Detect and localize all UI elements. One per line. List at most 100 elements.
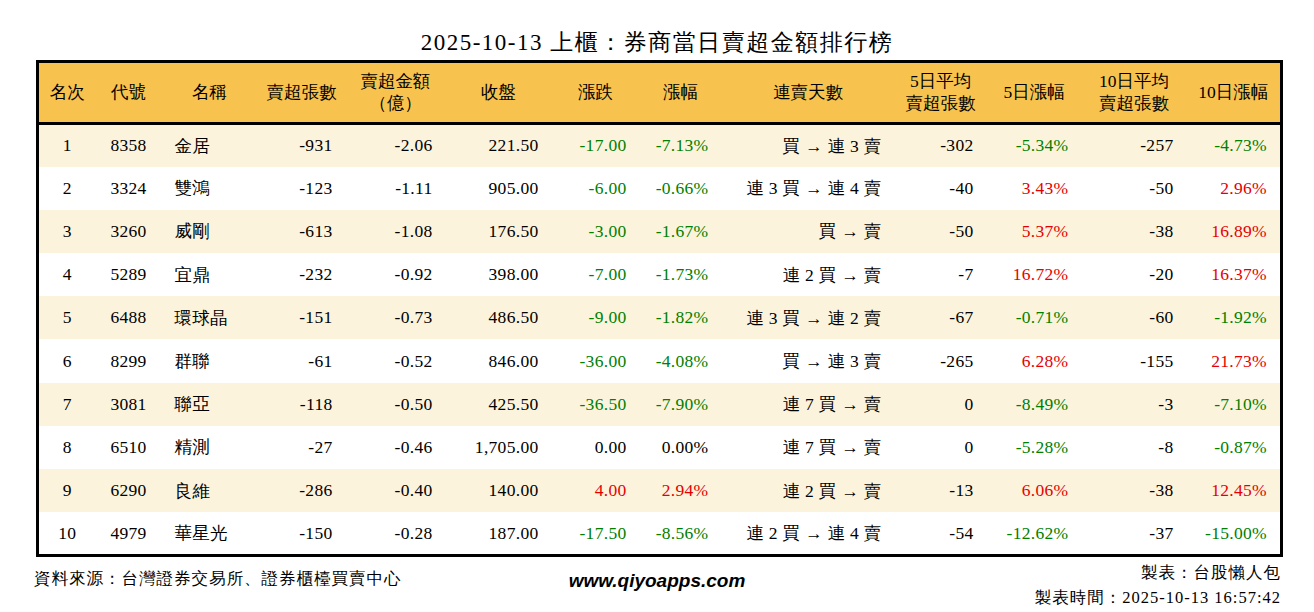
cell-rank: 9 (38, 469, 96, 512)
cell-pct10: 16.89% (1187, 210, 1282, 253)
footer-maker: 製表：台股懶人包 (1035, 560, 1281, 585)
cell-avg5: -302 (895, 124, 987, 167)
cell-name: 宜鼎 (162, 253, 258, 296)
cell-rank: 3 (38, 210, 96, 253)
cell-rank: 1 (38, 124, 96, 167)
cell-vol: -61 (258, 339, 346, 382)
cell-amt: -0.52 (346, 339, 446, 382)
cell-amt: -0.46 (346, 426, 446, 469)
table-row: 18358金居-931-2.06221.50-17.00-7.13%買 → 連 … (38, 124, 1282, 167)
cell-amt: -0.73 (346, 296, 446, 339)
cell-streak: 連 2 買 → 賣 (722, 253, 895, 296)
cell-code: 8299 (96, 339, 162, 382)
cell-avg5: -13 (895, 469, 987, 512)
cell-pct5: 6.28% (987, 339, 1082, 382)
cell-close: 140.00 (446, 469, 552, 512)
cell-avg5: 0 (895, 426, 987, 469)
cell-amt: -2.06 (346, 124, 446, 167)
table-row: 104979華星光-150-0.28187.00-17.50-8.56%連 2 … (38, 512, 1282, 555)
cell-avg10: -3 (1082, 383, 1187, 426)
cell-chg_pct: 0.00% (640, 426, 722, 469)
col-header-code: 代號 (96, 62, 162, 124)
cell-vol: -123 (258, 167, 346, 210)
cell-name: 華星光 (162, 512, 258, 555)
cell-close: 425.50 (446, 383, 552, 426)
cell-close: 221.50 (446, 124, 552, 167)
cell-close: 176.50 (446, 210, 552, 253)
cell-vol: -27 (258, 426, 346, 469)
cell-pct5: 16.72% (987, 253, 1082, 296)
cell-rank: 2 (38, 167, 96, 210)
cell-streak: 買 → 連 3 賣 (722, 339, 895, 382)
footer-credits: 製表：台股懶人包 製表時間：2025-10-13 16:57:42 (1035, 560, 1281, 610)
cell-pct10: -1.92% (1187, 296, 1282, 339)
col-header-name: 名稱 (162, 62, 258, 124)
cell-name: 精測 (162, 426, 258, 469)
cell-streak: 買 → 賣 (722, 210, 895, 253)
cell-close: 905.00 (446, 167, 552, 210)
cell-avg10: -20 (1082, 253, 1187, 296)
cell-chg_pct: -8.56% (640, 512, 722, 555)
page: 2025-10-13 上櫃：券商當日賣超金額排行榜 名次 代號 名稱 賣超張數 … (0, 0, 1314, 612)
cell-name: 良維 (162, 469, 258, 512)
cell-code: 8358 (96, 124, 162, 167)
cell-avg10: -8 (1082, 426, 1187, 469)
cell-chg: -7.00 (552, 253, 640, 296)
cell-close: 486.50 (446, 296, 552, 339)
cell-rank: 8 (38, 426, 96, 469)
cell-amt: -1.11 (346, 167, 446, 210)
cell-streak: 連 3 買 → 連 2 賣 (722, 296, 895, 339)
cell-pct5: -0.71% (987, 296, 1082, 339)
cell-name: 聯亞 (162, 383, 258, 426)
cell-avg10: -38 (1082, 210, 1187, 253)
cell-chg_pct: -1.82% (640, 296, 722, 339)
cell-code: 5289 (96, 253, 162, 296)
cell-close: 1,705.00 (446, 426, 552, 469)
table-row: 68299群聯-61-0.52846.00-36.00-4.08%買 → 連 3… (38, 339, 1282, 382)
cell-chg: -9.00 (552, 296, 640, 339)
ranking-table: 名次 代號 名稱 賣超張數 賣超金額 （億） 收盤 漲跌 漲幅 連賣天數 5日平… (36, 60, 1283, 557)
page-title: 2025-10-13 上櫃：券商當日賣超金額排行榜 (0, 27, 1314, 58)
cell-streak: 連 3 買 → 連 4 賣 (722, 167, 895, 210)
table-header-row: 名次 代號 名稱 賣超張數 賣超金額 （億） 收盤 漲跌 漲幅 連賣天數 5日平… (38, 62, 1282, 124)
cell-streak: 連 7 買 → 賣 (722, 426, 895, 469)
col-header-pct10: 10日漲幅 (1187, 62, 1282, 124)
cell-avg10: -60 (1082, 296, 1187, 339)
cell-pct10: -15.00% (1187, 512, 1282, 555)
cell-amt: -0.50 (346, 383, 446, 426)
cell-chg_pct: -1.73% (640, 253, 722, 296)
cell-close: 398.00 (446, 253, 552, 296)
cell-amt: -0.92 (346, 253, 446, 296)
cell-vol: -151 (258, 296, 346, 339)
table-row: 23324雙鴻-123-1.11905.00-6.00-0.66%連 3 買 →… (38, 167, 1282, 210)
col-header-change-pct: 漲幅 (640, 62, 722, 124)
col-header-rank: 名次 (38, 62, 96, 124)
cell-code: 6290 (96, 469, 162, 512)
cell-avg10: -38 (1082, 469, 1187, 512)
footer-made-time: 製表時間：2025-10-13 16:57:42 (1035, 585, 1281, 610)
cell-avg10: -257 (1082, 124, 1187, 167)
col-header-streak: 連賣天數 (722, 62, 895, 124)
cell-pct5: 3.43% (987, 167, 1082, 210)
cell-pct5: -5.28% (987, 426, 1082, 469)
cell-amt: -0.40 (346, 469, 446, 512)
cell-chg_pct: -7.90% (640, 383, 722, 426)
cell-pct10: -7.10% (1187, 383, 1282, 426)
cell-code: 4979 (96, 512, 162, 555)
cell-close: 846.00 (446, 339, 552, 382)
col-header-net-sell-amount: 賣超金額 （億） (346, 62, 446, 124)
cell-chg: -3.00 (552, 210, 640, 253)
cell-chg_pct: 2.94% (640, 469, 722, 512)
cell-pct10: 2.96% (1187, 167, 1282, 210)
cell-pct10: 12.45% (1187, 469, 1282, 512)
table-row: 86510精測-27-0.461,705.000.000.00%連 7 買 → … (38, 426, 1282, 469)
cell-chg: -17.00 (552, 124, 640, 167)
cell-avg10: -50 (1082, 167, 1187, 210)
cell-pct5: -12.62% (987, 512, 1082, 555)
cell-avg10: -37 (1082, 512, 1187, 555)
cell-code: 3324 (96, 167, 162, 210)
cell-chg: -36.00 (552, 339, 640, 382)
cell-amt: -0.28 (346, 512, 446, 555)
cell-pct5: -5.34% (987, 124, 1082, 167)
cell-rank: 10 (38, 512, 96, 555)
